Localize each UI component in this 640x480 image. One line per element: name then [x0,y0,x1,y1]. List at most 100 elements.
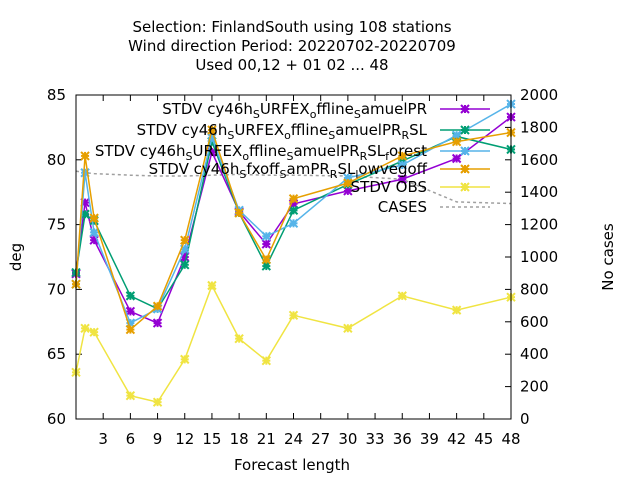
legend-entry-5: CASES [378,198,490,216]
data-point [261,254,272,265]
x-tick-label: 48 [501,430,520,448]
legend-label-part: owvegoff [358,160,427,178]
data-point [207,125,217,135]
series-line-5 [75,170,512,205]
legend-label-part: URFEX [193,142,243,160]
legend-label-part: o [310,108,317,121]
data-point [125,306,136,317]
y2-tick-label: 0 [520,410,530,428]
data-point [180,354,190,365]
legend-label-part: STDV cy46h [95,142,186,160]
y2-axis-label: No cases [599,223,617,291]
x-tick-label: 27 [311,430,330,448]
x-tick-label: 9 [153,430,163,448]
legend-label: STDV OBS [351,178,427,196]
series-line-0 [75,116,512,325]
legend-label-part: orest [389,142,427,160]
x-tick-label: 6 [126,430,136,448]
y2-tick-label: 2000 [520,86,558,104]
data-point [397,160,407,170]
y2-tick-label: 200 [520,378,549,396]
y-tick-label: 85 [47,86,66,104]
y-tick-label: 80 [47,151,66,169]
legend-label-part: R [401,129,409,142]
y2-tick-label: 600 [520,313,549,331]
legend-label-part: R [360,150,368,163]
legend-label: STDV cy46hSURFEXofflineSamuelPR [162,100,427,121]
data-point [451,136,462,147]
data-point [89,327,99,337]
y2-tick-label: 1000 [520,248,558,266]
legend-label-part: STDV cy46h [137,121,228,139]
y2-tick-label: 800 [520,280,549,298]
x-tick-label: 45 [474,430,493,448]
series-group [71,99,516,407]
data-point [343,323,353,333]
legend-label: STDV cy46hSURFEXofflineSamuelPRRSL [137,121,428,142]
x-tick-label: 15 [202,430,221,448]
legend-label-part: ffline [316,100,353,118]
legend-label-part: S [328,129,335,142]
legend-label-part: o [242,150,249,163]
data-point [180,235,190,245]
data-point [180,260,190,270]
x-tick-label: 33 [366,430,385,448]
y2-tick-label: 1400 [520,183,558,201]
plot-frame [75,94,512,420]
chart-title-line-2: Wind direction Period: 20220702-20220709 [128,37,456,55]
series-line-3 [75,127,512,331]
data-point [343,178,353,188]
legend-label-part: S [354,108,361,121]
data-point [80,151,90,161]
x-tick-label: 30 [338,430,357,448]
legend-entry-4: STDV OBS [351,178,490,196]
data-point [80,323,90,333]
data-point [460,164,470,174]
x-tick-label: 36 [393,430,412,448]
data-point [234,208,244,218]
legend-label-part: S [280,168,287,181]
data-point [207,280,217,291]
legend-label-part: S [253,108,260,121]
legend-label-part: R [330,168,338,181]
legend-label-part: URFEX [260,100,310,118]
legend-entry-0: STDV cy46hSURFEXofflineSamuelPR [162,100,490,121]
legend-label: CASES [378,198,427,216]
legend-entry-2: STDV cy46hSURFEXofflineSamuelPRRSLforest [95,142,490,163]
legend-label-part: S [186,150,193,163]
data-point [152,397,163,407]
x-axis-label: Forecast length [234,456,350,474]
legend-label-part: URFEX [234,121,284,139]
x-tick-label: 21 [257,430,276,448]
y-tick-label: 65 [47,345,66,363]
data-point [89,213,99,223]
chart-title-line-1: Selection: FinlandSouth using 108 statio… [132,18,451,36]
legend-label-part: ffline [249,142,286,160]
data-point [261,231,272,241]
data-point [125,390,136,401]
legend-label-part: SL [337,160,356,178]
legend-label: STDV cy46hSURFEXofflineSamuelPRRSLforest [95,142,427,163]
data-point [125,291,136,301]
x-tick-label: 39 [420,430,439,448]
data-point [460,146,470,156]
legend-label-part: o [284,129,291,142]
x-tick-label: 42 [447,430,466,448]
data-point [89,227,99,238]
legend-label-part: amuelPR [361,100,427,118]
legend-label-part: S [239,168,246,181]
legend-label-part: STDV cy46h [162,100,253,118]
data-point [288,218,299,229]
legend-label-part: amPR [287,160,330,178]
chart-title-line-3: Used 00,12 + 01 02 ... 48 [195,56,388,74]
data-point [460,104,470,114]
series-line-2 [75,103,512,325]
data-point [460,125,470,135]
data-point [397,291,407,301]
y-axis-label: deg [7,243,25,271]
legend-label-part: fxoff [246,160,280,178]
data-point [261,355,272,366]
y-tick-label: 75 [47,216,66,234]
legend-entry-3: STDV cy46hSfxoffSamPRRSLlowvegoff [149,160,490,181]
